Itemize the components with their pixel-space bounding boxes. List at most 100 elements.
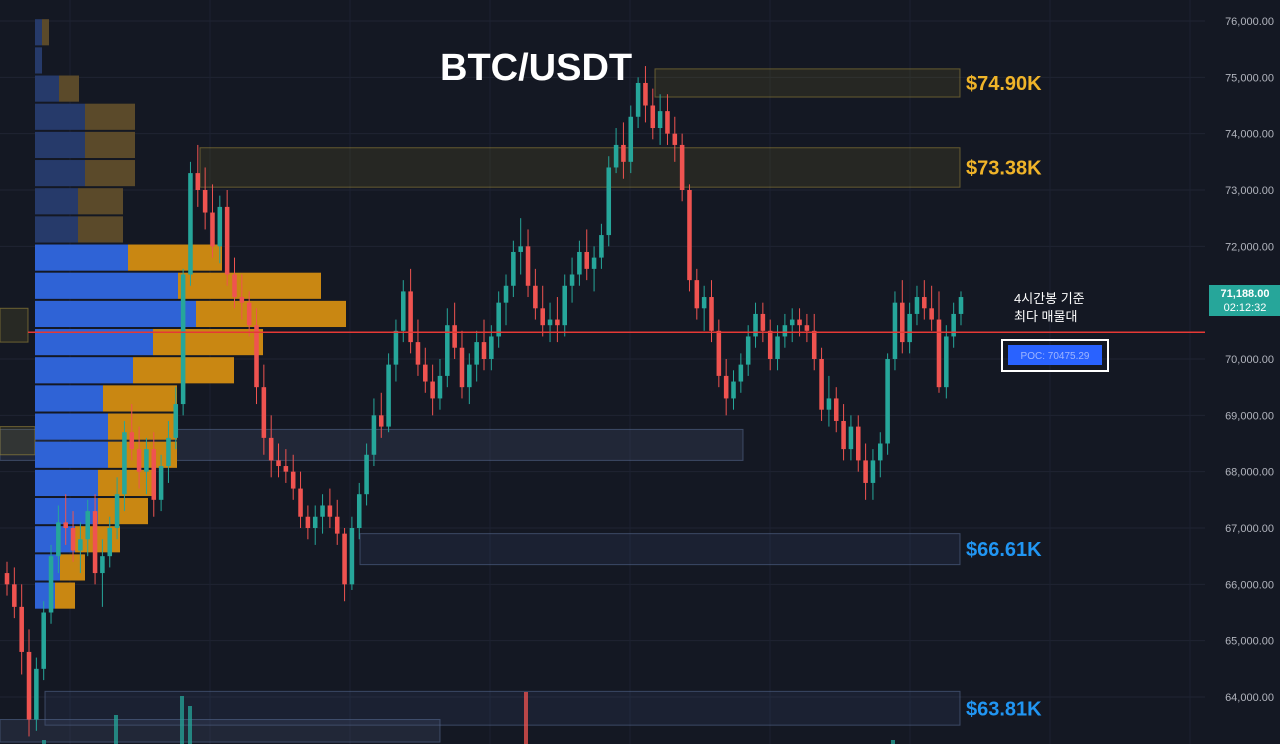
profile-buy-bar (35, 441, 108, 468)
candle-body (782, 325, 788, 337)
candle-body (900, 302, 905, 343)
candle-body (643, 82, 648, 106)
profile-buy-bar (35, 103, 85, 130)
candle-body (136, 449, 142, 472)
level-label: $74.90K (966, 73, 1042, 95)
candle-body (334, 516, 340, 534)
candle-body (100, 556, 105, 574)
candle-body (151, 449, 157, 500)
profile-buy-bar (35, 300, 196, 328)
profile-buy-bar (35, 244, 128, 271)
poc-zone-marker (0, 307, 29, 343)
profile-buy-bar (35, 216, 78, 243)
candle-body (12, 584, 17, 607)
candle-body (224, 206, 230, 275)
candle-body (533, 285, 538, 309)
candle-body (496, 302, 501, 337)
candle-body (518, 246, 523, 252)
candle-body (34, 668, 39, 720)
profile-sell-bar (42, 19, 49, 46)
candle-body (577, 251, 582, 275)
price-axis[interactable]: 76,000.00 75,000.00 74,000.00 73,000.00 72,0… (1205, 0, 1280, 744)
candle-body (276, 460, 281, 467)
candle-body (716, 330, 722, 376)
candle-body (621, 144, 626, 162)
candle-body (613, 144, 619, 168)
profile-sell-bar (196, 300, 346, 328)
profile-sell-bar (78, 188, 123, 215)
candle-body (833, 398, 839, 421)
profile-buy-bar (35, 413, 108, 440)
price-zones (0, 68, 961, 743)
candle-body (430, 381, 435, 399)
candle-body (401, 291, 406, 331)
candle-body (738, 364, 744, 382)
candle-body (107, 528, 113, 557)
candle-body (481, 342, 487, 359)
candle-body (70, 528, 76, 551)
profile-buy-bar (35, 554, 60, 581)
candle-body (914, 297, 920, 314)
candle-body (423, 364, 428, 382)
candle-body (723, 375, 729, 399)
candle-body (525, 246, 531, 286)
profile-buy-bar (35, 188, 78, 215)
candle-body (320, 505, 325, 517)
candle-body (217, 206, 223, 247)
level-label: $73.38K (966, 157, 1042, 179)
profile-sell-bar (78, 216, 123, 243)
candle-body (679, 144, 685, 190)
level-zone (359, 533, 961, 566)
current-price-box (1209, 285, 1280, 316)
candle-body (709, 297, 714, 331)
candle-body (327, 505, 333, 517)
candle-body (855, 426, 861, 461)
candle-body (907, 313, 912, 343)
candle-body (26, 651, 32, 720)
candle-body (445, 325, 450, 376)
candle-body (929, 308, 934, 320)
candle-body (687, 190, 692, 281)
candle-body (555, 319, 560, 326)
axis-tick-label: 66,000.00 (1225, 579, 1274, 591)
candle-body (386, 364, 391, 427)
axis-background (1205, 0, 1280, 744)
candle-body (268, 437, 274, 461)
candle-body (210, 212, 215, 247)
profile-sell-bar (98, 498, 148, 525)
axis-tick-label: 65,000.00 (1225, 636, 1274, 648)
profile-buy-bar (35, 329, 153, 356)
candle-body (804, 325, 810, 331)
candle-body (650, 105, 656, 129)
candle-body (672, 133, 678, 145)
candle-body (826, 398, 832, 410)
candlestick-series (4, 66, 964, 744)
candle-body (775, 336, 780, 359)
candle-body (129, 432, 135, 450)
candle-body (188, 173, 193, 275)
candle-body (841, 420, 846, 450)
candle-body (232, 274, 237, 298)
level-label: $63.81K (966, 698, 1042, 720)
candle-body (599, 235, 604, 258)
current-price-tag: 71,188.00 02:12:32 (1209, 285, 1280, 316)
candle-body (789, 319, 795, 326)
candle-body (606, 167, 612, 236)
candle-body (665, 111, 670, 134)
volume-bar (188, 706, 192, 744)
axis-tick-label: 74,000.00 (1225, 129, 1274, 141)
candle-body (261, 387, 267, 438)
profile-sell-bar (59, 75, 79, 102)
profile-buy-bar (35, 19, 42, 46)
candle-body (694, 280, 700, 309)
candle-body (936, 319, 942, 388)
candle-body (239, 297, 245, 303)
axis-tick-label: 69,000.00 (1225, 410, 1274, 422)
profile-buy-bar (35, 75, 59, 102)
candle-body (892, 302, 898, 359)
candle-body (41, 612, 46, 669)
profile-sell-bar (108, 413, 177, 440)
profile-buy-bar (35, 526, 75, 553)
candle-body (951, 313, 956, 337)
